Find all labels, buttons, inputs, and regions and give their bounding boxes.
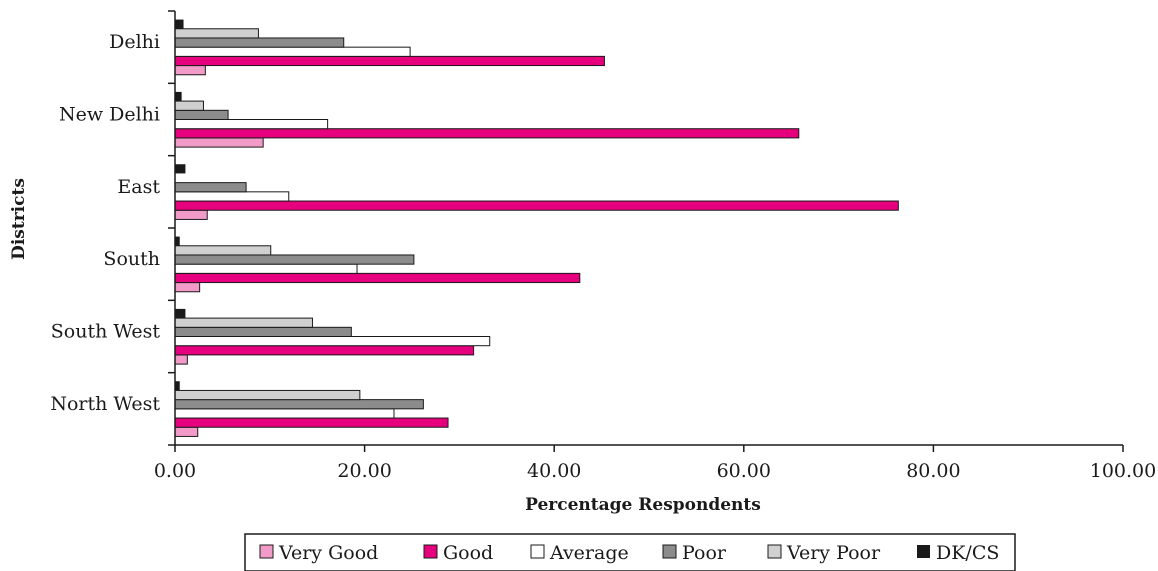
x-tick-label: 0.00 [154,460,196,482]
bar-south-poor [174,254,415,265]
legend-label-dk-cs: DK/CS [936,542,999,564]
bar-delhi-average [174,46,411,57]
legend-label-very-good: Very Good [278,542,378,564]
bar-delhi-dk-cs [175,19,184,29]
category-label-south: South [103,248,160,270]
bar-south-west-good [174,345,475,356]
bar-east-very-good [174,209,208,220]
legend-label-average: Average [549,542,629,564]
bar-south-good [174,272,581,284]
bar-delhi-very-good [174,65,206,76]
bar-east-good [174,200,899,211]
category-label-north-west: North West [50,393,160,415]
category-label-east: East [117,176,160,198]
legend-label-poor: Poor [682,542,727,564]
legend-swatch-dk-cs [917,545,930,558]
legend-swatch-average [530,544,545,559]
legend-box [244,533,1016,571]
y-axis-ticks: Delhi New Delhi East South South West North W… [50,10,175,446]
bar-delhi-good [174,55,605,67]
bar-south-west-average [174,336,491,347]
y-axis-title: Districts [9,178,29,260]
x-tick-label: 40.00 [527,460,581,482]
category-label-new-delhi: New Delhi [59,104,160,126]
legend-swatch-very-good [259,544,274,559]
bar-north-west-very-good [174,426,199,437]
bar-east-average [174,191,290,202]
legend-swatch-poor [662,544,677,559]
bar-delhi-poor [174,37,345,48]
category-label-delhi: Delhi [109,31,160,53]
x-tick-label: 100.00 [1090,460,1156,482]
bar-south-very-good [174,282,201,293]
bar-east-dk-cs [175,164,186,174]
x-axis-ticks: 0.00 20.00 40.00 60.00 80.00 100.00 [154,445,1156,482]
bar-south-average [174,263,358,274]
bar-north-west-very-poor [174,389,361,401]
bar-new-delhi-very-poor [174,100,204,111]
bar-south-very-poor [174,245,272,256]
bar-south-west-dk-cs [175,308,186,319]
bar-south-west-poor [174,326,352,337]
bar-north-west-poor [174,399,424,410]
legend-label-very-poor: Very Poor [786,542,881,564]
x-axis-title: Percentage Respondents [525,495,761,515]
legend: Very Good Good Average Poor Very Poor DK/CS [244,533,1016,571]
bar-south-west-very-poor [174,317,313,328]
legend-swatch-very-poor [767,544,782,559]
bar-new-delhi-poor [174,109,229,121]
bar-new-delhi-good [174,128,800,139]
bar-new-delhi-very-good [174,137,264,148]
bar-south-dk-cs [175,236,180,246]
legend-swatch-good [423,544,438,559]
bar-north-west-good [174,417,449,428]
bar-east-poor [174,182,247,193]
x-tick-label: 20.00 [337,460,391,482]
bar-north-west-dk-cs [175,381,180,391]
bars-layer [174,19,899,437]
bar-south-west-very-good [174,354,188,365]
bar-north-west-average [174,408,395,419]
category-label-south-west: South West [51,321,161,343]
legend-label-good: Good [443,542,493,564]
x-tick-label: 60.00 [717,460,771,482]
bar-new-delhi-dk-cs [175,91,182,102]
bar-delhi-very-poor [174,28,259,39]
x-tick-label: 80.00 [906,460,960,482]
bar-new-delhi-average [174,119,329,130]
